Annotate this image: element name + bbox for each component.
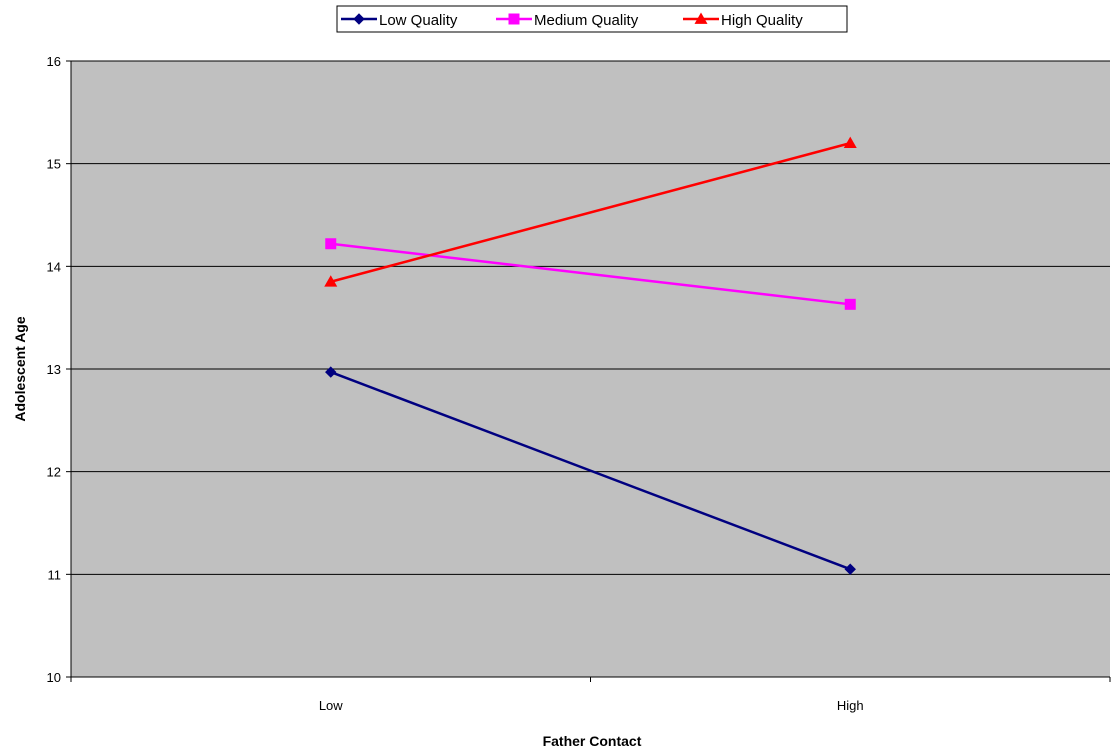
data-point-triangle-marker (843, 136, 857, 149)
legend-diamond-marker (353, 13, 365, 25)
legend-box (336, 5, 848, 33)
y-axis-ticks: 10 11 12 13 14 15 16 (47, 54, 71, 685)
series-medium-quality (325, 238, 856, 310)
series-line (330, 242, 851, 306)
data-point-diamond-marker (844, 563, 856, 575)
legend-triangle-marker (694, 12, 708, 24)
series-layer (324, 136, 857, 575)
gridlines (71, 60, 1110, 575)
y-tick-label: 10 (47, 670, 61, 685)
y-tick-label: 12 (47, 465, 61, 480)
y-tick-label: 14 (47, 259, 61, 274)
legend-square-marker (508, 13, 520, 25)
legend-label: High Quality (721, 12, 803, 29)
data-point-triangle-marker (324, 275, 338, 287)
data-point-square-marker (325, 238, 337, 250)
data-point-diamond-marker (325, 366, 337, 378)
series-line (330, 370, 851, 571)
legend-entry: Low Quality (341, 12, 458, 29)
y-tick-label: 15 (47, 157, 61, 172)
y-tick-label: 11 (48, 567, 62, 582)
x-tick-label: High (837, 698, 864, 713)
legend-label: Low Quality (379, 12, 458, 29)
y-tick-label: 13 (47, 362, 61, 377)
x-axis-ticks: Low High (70, 677, 1111, 713)
data-point-square-marker (844, 298, 856, 310)
legend: Low Quality Medium Quality High Quality (336, 5, 848, 33)
legend-entry: Medium Quality (496, 12, 639, 29)
x-axis-title: Father Contact (543, 733, 642, 749)
series-low-quality (325, 366, 856, 575)
x-tick-label: Low (319, 698, 343, 713)
series-high-quality (324, 136, 857, 287)
legend-entry: High Quality (683, 12, 803, 29)
y-tick-label: 16 (47, 54, 61, 69)
legend-label: Medium Quality (534, 12, 639, 29)
y-axis-title: Adolescent Age (12, 316, 28, 421)
series-line (330, 141, 851, 283)
